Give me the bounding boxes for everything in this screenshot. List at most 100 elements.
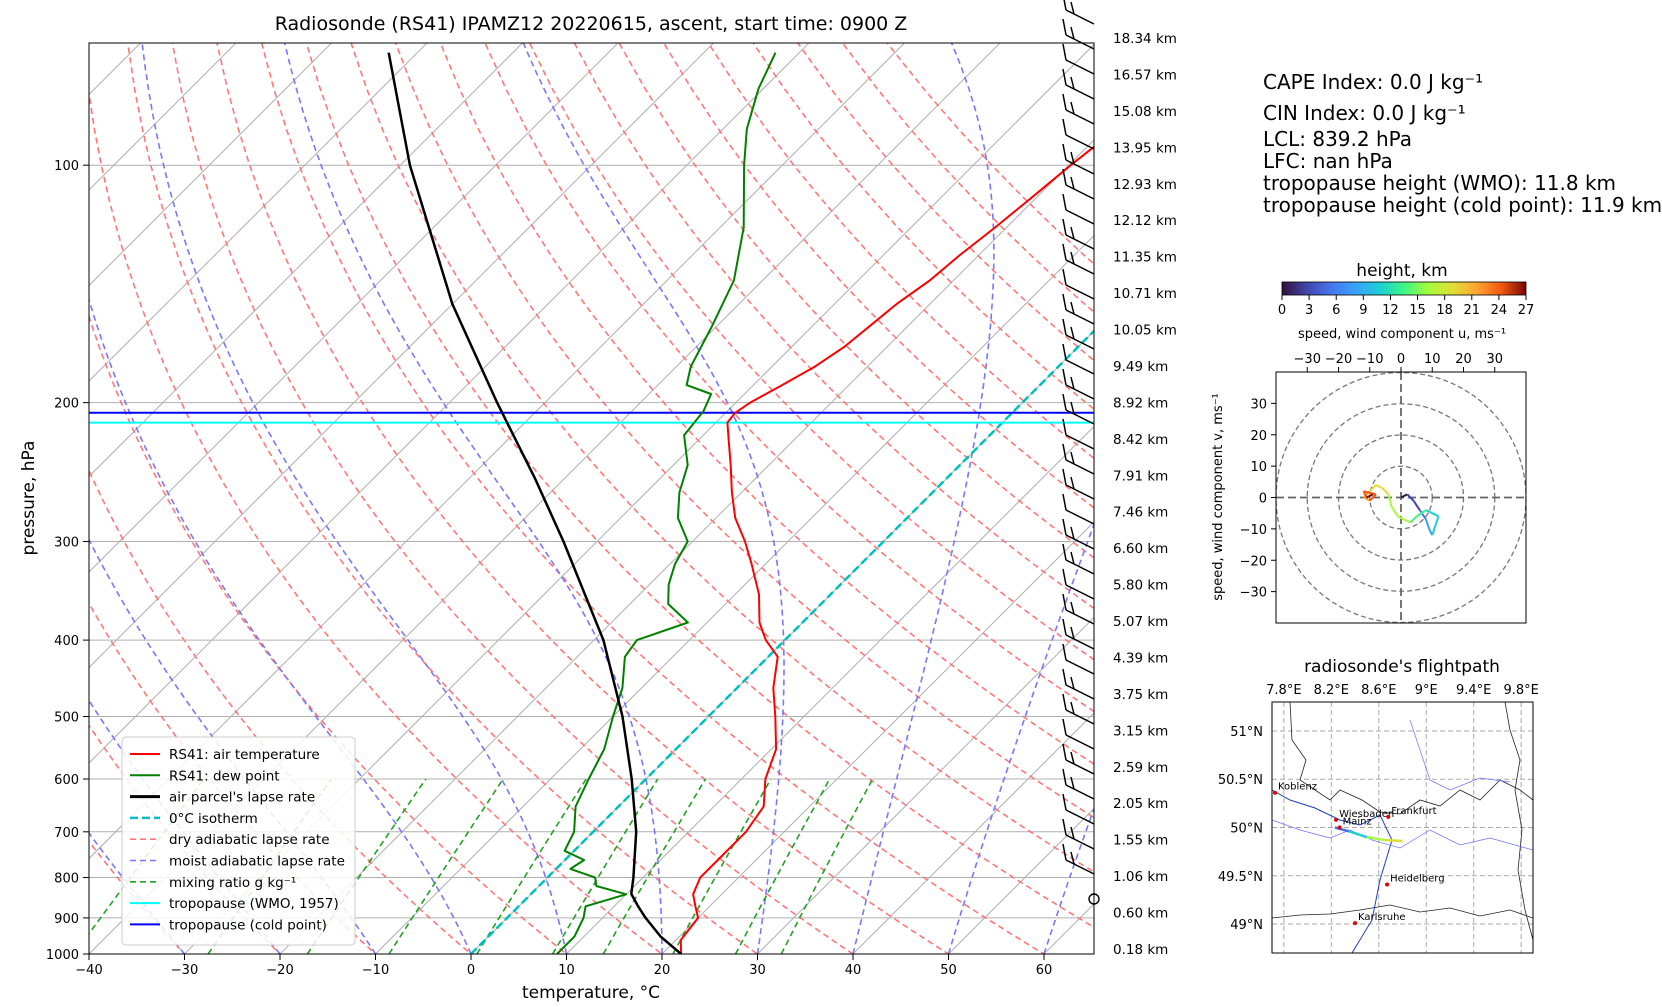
wind-barb-staff bbox=[1065, 134, 1095, 150]
map-lon-label: 8.6°E bbox=[1361, 683, 1396, 698]
hodograph-plot-area bbox=[1276, 372, 1526, 623]
height-label: 8.92 km bbox=[1113, 395, 1168, 411]
height-label: 7.91 km bbox=[1113, 468, 1168, 484]
wind-barb-flag bbox=[1062, 443, 1067, 461]
wind-barb-staff bbox=[1065, 484, 1095, 500]
hodograph-segment bbox=[1397, 515, 1411, 524]
lcl-value: LCL: 839.2 hPa bbox=[1263, 127, 1413, 151]
wind-barb-half bbox=[1070, 176, 1075, 190]
wind-barb-flag bbox=[1062, 518, 1067, 536]
wind-barb-half bbox=[1070, 851, 1075, 865]
dry-adiabat-line bbox=[394, 43, 1094, 819]
map-lat-label: 49°N bbox=[1230, 918, 1263, 933]
height-label: 5.07 km bbox=[1113, 614, 1168, 630]
map-border-line bbox=[1272, 904, 1533, 919]
height-label: 0.60 km bbox=[1113, 906, 1168, 922]
hodograph-y-label: speed, wind component v, ms⁻¹ bbox=[1211, 393, 1226, 601]
legend-entry: RS41: air temperature bbox=[169, 747, 320, 763]
map-lon-label: 8.2°E bbox=[1314, 683, 1349, 698]
wind-barb-staff bbox=[1065, 334, 1095, 350]
wind-barb-half bbox=[1070, 776, 1075, 790]
isotherm-gridline bbox=[89, 43, 523, 478]
hodograph-y-tick-label: 30 bbox=[1250, 397, 1267, 412]
hodograph-y-tick-label: −30 bbox=[1240, 586, 1267, 601]
hodograph-segment bbox=[1369, 493, 1377, 502]
hodograph-segment bbox=[1425, 519, 1431, 530]
map-lat-label: 50°N bbox=[1230, 822, 1263, 837]
wind-barb-staff bbox=[1065, 459, 1095, 475]
wind-barb-staff bbox=[1065, 59, 1095, 75]
hodograph-title: speed, wind component u, ms⁻¹ bbox=[1298, 327, 1506, 342]
wind-barb-flag bbox=[1062, 43, 1067, 61]
height-label: 7.46 km bbox=[1113, 505, 1168, 521]
city-label: Koblenz bbox=[1278, 782, 1317, 793]
height-label: 12.12 km bbox=[1113, 213, 1177, 229]
hodograph-segment bbox=[1369, 484, 1377, 492]
wind-barb-half bbox=[1070, 251, 1075, 265]
wind-barb-staff bbox=[1065, 284, 1095, 300]
height-label: 1.55 km bbox=[1113, 833, 1168, 849]
y-tick-label: 600 bbox=[54, 773, 79, 788]
colorbar bbox=[1281, 281, 1527, 296]
map-title: radiosonde's flightpath bbox=[1304, 657, 1500, 677]
wind-barb-staff bbox=[1065, 434, 1095, 450]
wind-barb-calm bbox=[1088, 893, 1100, 905]
height-label: 1.06 km bbox=[1113, 869, 1168, 885]
lfc-value: LFC: nan hPa bbox=[1263, 149, 1393, 173]
wind-barb-staff bbox=[1065, 509, 1095, 525]
x-tick-label: 0 bbox=[467, 963, 475, 978]
moist-adiabat-line bbox=[852, 43, 995, 954]
wind-barb-flag bbox=[1062, 93, 1067, 111]
wind-barb-half bbox=[1070, 676, 1075, 690]
hodograph-x-tick-label: −30 bbox=[1294, 352, 1321, 367]
city-label: Mainz bbox=[1343, 817, 1372, 828]
wind-barb-flag bbox=[1062, 543, 1067, 561]
wind-barb-flag bbox=[1062, 293, 1067, 311]
dry-adiabat-line bbox=[89, 88, 664, 954]
wind-barb-staff bbox=[1065, 684, 1095, 700]
skewt-axes: −40 −30 −20 −10 0 10 20 30 40 50 60 100 200 300 400 500… bbox=[46, 159, 1052, 978]
city-marker bbox=[1273, 790, 1277, 795]
wind-barb-flag bbox=[1062, 668, 1067, 686]
wind-barb-staff bbox=[1065, 634, 1095, 650]
wind-barb-staff bbox=[1065, 534, 1095, 550]
wind-barb-flag bbox=[1062, 818, 1067, 836]
colorbar-tick-label: 27 bbox=[1518, 303, 1535, 318]
wind-barb-staff bbox=[1065, 759, 1095, 775]
hodograph-segment bbox=[1431, 525, 1437, 536]
dry-adiabat-line bbox=[707, 43, 1094, 460]
wind-barb-flag bbox=[1062, 343, 1067, 361]
height-label: 9.49 km bbox=[1113, 359, 1168, 375]
hodograph-y-tick-label: 0 bbox=[1259, 492, 1267, 507]
mixing-ratio-line bbox=[388, 778, 504, 954]
hodograph-segment bbox=[1425, 509, 1439, 518]
wind-barb-flag bbox=[1062, 843, 1067, 861]
wind-barb-half bbox=[1070, 551, 1075, 565]
wind-barb-flag bbox=[1062, 743, 1067, 761]
legend-box bbox=[121, 736, 356, 946]
legend-entry: RS41: dew point bbox=[169, 768, 280, 784]
isotherm-gridline bbox=[375, 234, 1094, 954]
mixing-ratio-line bbox=[306, 778, 427, 954]
wind-barb-staff bbox=[1065, 584, 1095, 600]
wind-barb-half bbox=[1070, 626, 1075, 640]
colorbar-tick-label: 6 bbox=[1332, 303, 1340, 318]
map-lon-label: 9.4°E bbox=[1456, 683, 1491, 698]
isotherm-gridline bbox=[89, 43, 810, 764]
wind-barb-flag bbox=[1062, 593, 1067, 611]
isotherm-gridline bbox=[566, 425, 1094, 954]
legend-entry: tropopause (WMO, 1957) bbox=[169, 896, 339, 912]
dry-adiabat-line bbox=[260, 43, 1046, 954]
hodograph-segment bbox=[1434, 516, 1440, 527]
x-axis-label: temperature, °C bbox=[522, 983, 660, 1003]
city-marker bbox=[1334, 817, 1339, 822]
parcel-lapse-rate-line bbox=[387, 52, 682, 954]
y-tick-label: 1000 bbox=[46, 948, 79, 963]
wind-barb-flag bbox=[1062, 393, 1067, 411]
colorbar-tick-label: 9 bbox=[1359, 303, 1367, 318]
map-frame bbox=[1271, 701, 1534, 954]
height-label: 13.95 km bbox=[1113, 140, 1177, 156]
height-label: 2.05 km bbox=[1113, 796, 1168, 812]
